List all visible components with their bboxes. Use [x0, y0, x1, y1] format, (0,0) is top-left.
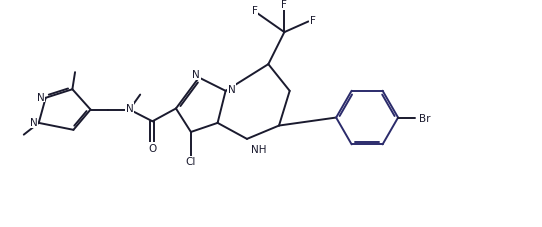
Text: F: F [252, 6, 258, 16]
Text: N: N [228, 84, 235, 94]
Text: F: F [309, 16, 315, 26]
Text: N: N [192, 70, 200, 80]
Text: O: O [149, 143, 157, 153]
Text: N: N [30, 118, 38, 128]
Text: Cl: Cl [186, 157, 196, 167]
Text: N: N [126, 104, 133, 114]
Text: NH: NH [251, 144, 267, 154]
Text: Br: Br [419, 113, 430, 123]
Text: N: N [37, 92, 45, 102]
Text: F: F [281, 0, 287, 10]
